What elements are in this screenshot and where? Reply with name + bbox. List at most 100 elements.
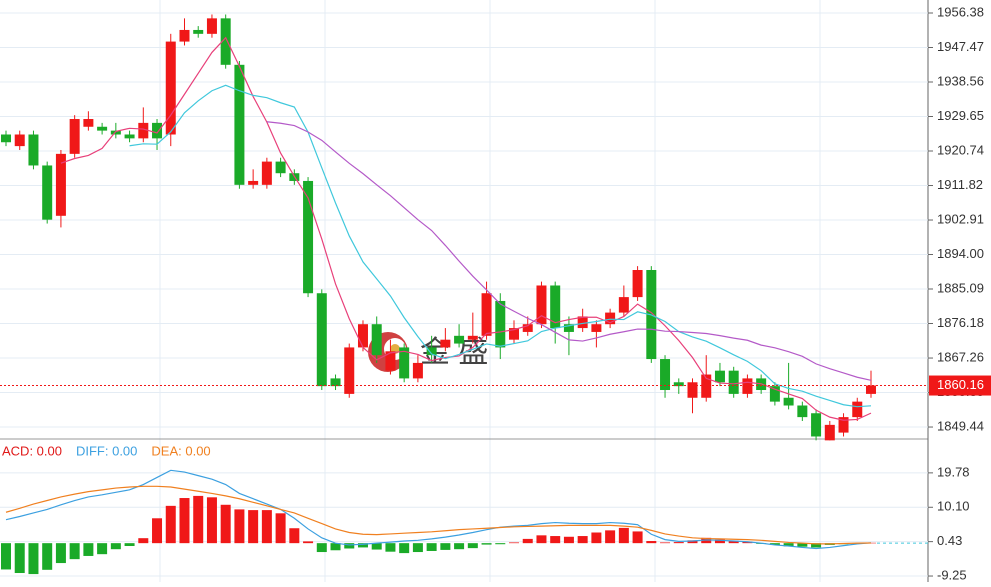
candle-body	[97, 126, 108, 131]
candle-body	[303, 180, 314, 294]
y-tick-label: 1885.09	[937, 280, 984, 295]
macd-bar	[69, 543, 80, 560]
macd-bar	[55, 543, 66, 564]
macd-bar	[495, 543, 506, 545]
candle-body	[110, 130, 121, 135]
y-tick-label: 1876.18	[937, 315, 984, 330]
candle-body	[769, 386, 780, 402]
macd-bar	[152, 518, 163, 544]
candle-body	[783, 397, 794, 406]
candle-body	[14, 134, 25, 147]
macd-bar	[742, 541, 753, 544]
macd-bar	[330, 543, 341, 551]
candle-body	[824, 424, 835, 441]
candle-body	[728, 370, 739, 394]
macd-bar	[165, 505, 176, 544]
candle-body	[385, 351, 396, 371]
legend-entry: ACD: 0.00	[2, 443, 62, 458]
macd-bar	[412, 543, 423, 553]
legend-entry: DEA: 0.00	[151, 443, 210, 458]
candle-body	[467, 335, 478, 340]
macd-bar	[14, 543, 25, 574]
candle-body	[618, 297, 629, 313]
macd-bar	[783, 543, 794, 547]
macd-bar	[454, 543, 465, 550]
candle-body	[550, 285, 561, 329]
y-tick-label: 1894.00	[937, 246, 984, 261]
macd-bar	[769, 543, 780, 545]
moving-average	[266, 121, 872, 381]
candle-body	[591, 324, 602, 332]
macd-bar	[522, 538, 533, 544]
candle-body	[55, 153, 66, 216]
y-tick-label: 1902.91	[937, 211, 984, 226]
candle-body	[316, 293, 327, 387]
candle-body	[83, 119, 94, 127]
candle-body	[261, 161, 272, 185]
y-tick-label: 1947.47	[937, 39, 984, 54]
y-tick-label: 1929.65	[937, 108, 984, 123]
macd-bar	[220, 504, 231, 544]
macd-bar	[1, 543, 11, 570]
macd-bar	[303, 541, 314, 544]
macd-bar	[646, 541, 657, 544]
candle-body	[632, 270, 643, 298]
candle-body	[330, 378, 341, 387]
macd-bar	[289, 528, 300, 544]
macd-bar	[371, 543, 382, 550]
macd-bar	[234, 509, 245, 544]
macd-bar	[385, 543, 396, 552]
y-tick-label: 1956.38	[937, 4, 984, 19]
candle-body	[577, 316, 588, 329]
candle-body	[152, 122, 163, 139]
candle-body	[687, 382, 698, 398]
macd-bar	[632, 531, 643, 544]
macd-bar	[42, 543, 53, 570]
candle-body	[701, 374, 712, 398]
candle-body	[563, 324, 574, 332]
macd-bar	[275, 513, 286, 544]
candle-body	[426, 347, 437, 356]
y-tick-label: 19.78	[937, 464, 970, 479]
candle-body	[220, 18, 231, 65]
macd-bar	[97, 543, 108, 555]
candle-body	[193, 29, 204, 34]
macd-bar	[426, 543, 437, 551]
macd-bar	[811, 543, 822, 548]
candle-body	[742, 378, 753, 394]
candle-body	[440, 339, 451, 348]
candle-body	[399, 347, 410, 379]
candle-body	[797, 405, 808, 418]
y-tick-label: 1867.26	[937, 349, 984, 364]
candle-body	[865, 385, 876, 394]
candle-body	[811, 413, 822, 437]
macd-bar	[797, 543, 808, 547]
macd-bar	[618, 527, 629, 544]
candle-body	[138, 122, 149, 139]
macd-bar	[467, 543, 478, 549]
y-tick-label: 0.43	[937, 533, 962, 548]
candle-body	[509, 328, 520, 340]
macd-bar	[261, 510, 272, 544]
macd-bar	[577, 536, 588, 544]
candle-body	[852, 401, 863, 418]
y-tick-label: 10.10	[937, 499, 970, 514]
macd-bar	[687, 540, 698, 544]
candle-body	[371, 324, 382, 356]
time-grid	[159, 0, 821, 582]
candle-body	[838, 417, 849, 433]
macd-bar	[605, 530, 616, 544]
macd-bar	[248, 510, 259, 544]
moving-average	[129, 84, 872, 408]
candle-body	[42, 165, 53, 220]
y-tick-label: 1911.82	[937, 177, 983, 192]
macd-bar	[440, 543, 451, 550]
macd-bar	[124, 543, 135, 547]
candle-body	[495, 300, 506, 348]
macd-bar	[728, 540, 739, 544]
macd-bar	[206, 497, 217, 544]
candle-body	[344, 347, 355, 394]
candle-body	[673, 382, 684, 387]
macd-bar	[481, 543, 492, 545]
